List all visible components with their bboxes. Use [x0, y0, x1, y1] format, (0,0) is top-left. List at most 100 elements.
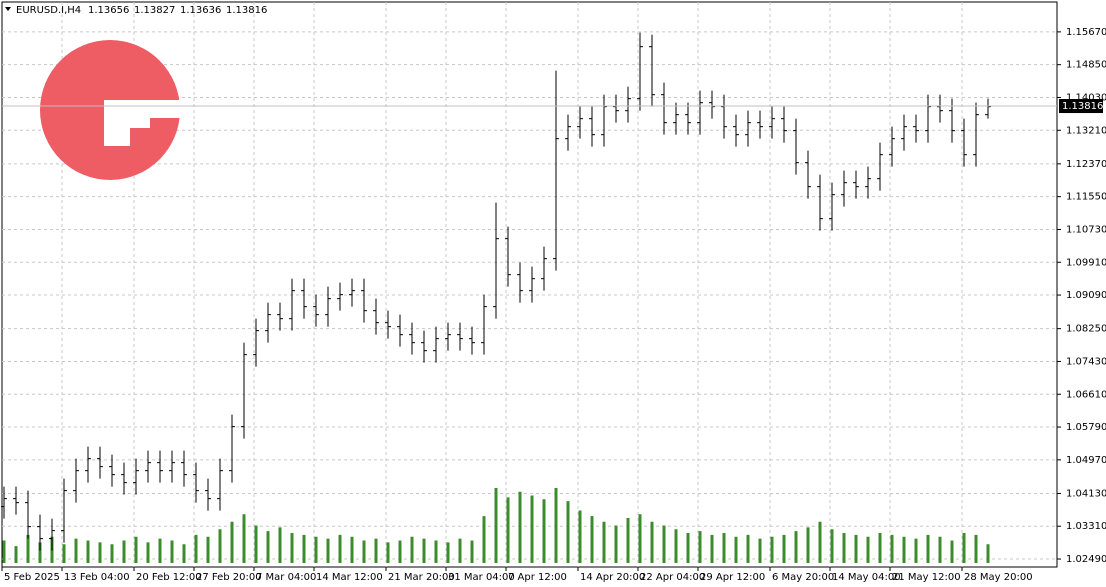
y-tick-label: 1.15670: [1066, 27, 1106, 38]
x-tick-label: 20 Feb 12:00: [136, 572, 202, 583]
volume-bar: [146, 542, 150, 563]
x-tick-label: 21 May 12:00: [892, 572, 961, 583]
volume-bar: [110, 544, 114, 563]
volume-bar: [98, 542, 102, 563]
x-tick-label: 13 Feb 04:00: [64, 572, 130, 583]
volume-bar: [554, 488, 558, 563]
volume-bar: [950, 540, 954, 563]
x-tick-label: 7 Apr 12:00: [508, 572, 567, 583]
volume-bar: [590, 516, 594, 563]
volume-bar: [338, 534, 342, 563]
y-tick-label: 1.14850: [1066, 60, 1106, 71]
logo: [40, 40, 180, 180]
logo-bar: [104, 100, 180, 118]
y-tick-label: 1.10730: [1066, 224, 1106, 235]
volume-bar: [830, 529, 834, 563]
y-tick-label: 1.04970: [1066, 455, 1106, 466]
volume-bar: [254, 525, 258, 563]
volume-bar: [470, 540, 474, 563]
y-tick-label: 1.11550: [1066, 192, 1106, 203]
x-tick-label: 6 May 20:00: [772, 572, 834, 583]
y-tick-label: 1.06610: [1066, 389, 1106, 400]
volume-bar: [878, 533, 882, 563]
x-tick-label: 31 Mar 04:00: [448, 572, 515, 583]
header-value: 1.13656: [88, 5, 129, 16]
volume-bar: [770, 536, 774, 563]
volume-bar: [926, 534, 930, 563]
header-value: 1.13816: [226, 5, 267, 16]
volume-bar: [914, 538, 918, 563]
volume-bar: [86, 540, 90, 563]
header-symbol: EURUSD.I,H4: [16, 5, 81, 16]
volume-bar: [38, 542, 42, 563]
marks: [1, 32, 991, 563]
x-tick-label: 29 Apr 12:00: [700, 572, 765, 583]
volume-bar: [578, 510, 582, 563]
volume-bar: [14, 546, 18, 563]
volume-bar: [722, 533, 726, 563]
header-value: 1.13636: [180, 5, 221, 16]
volume-bar: [746, 534, 750, 563]
volume-bar: [842, 533, 846, 563]
volume-bar: [614, 525, 618, 563]
x-tick-label: 14 Apr 20:00: [580, 572, 645, 583]
volume-bar: [806, 527, 810, 563]
y-tick-label: 1.03310: [1066, 521, 1106, 532]
y-tick-label: 1.12370: [1066, 159, 1106, 170]
volume-bar: [122, 540, 126, 563]
volume-bar: [374, 538, 378, 563]
header: EURUSD.I,H4: [5, 5, 81, 16]
volume-bar: [698, 531, 702, 563]
volume-bar: [398, 540, 402, 563]
volume-bar: [854, 534, 858, 563]
volume-bar: [518, 491, 522, 563]
y-tick-label: 1.13210: [1066, 125, 1106, 136]
volume-bar: [62, 544, 66, 563]
volume-bar: [386, 542, 390, 563]
volume-bar: [218, 529, 222, 563]
volume-bar: [986, 544, 990, 563]
volume-bar: [362, 540, 366, 563]
volume-bar: [542, 499, 546, 563]
x-tick-label: 14 Mar 12:00: [316, 572, 383, 583]
volume-bar: [230, 521, 234, 563]
header-arrow: [5, 7, 11, 11]
volume-bar: [446, 542, 450, 563]
y-tick-label: 1.04130: [1066, 488, 1106, 499]
volume-bar: [962, 533, 966, 563]
volume-bar: [890, 534, 894, 563]
volume-bar: [302, 534, 306, 563]
volume-bar: [206, 536, 210, 563]
volume-bar: [290, 533, 294, 563]
volume-bar: [758, 538, 762, 563]
x-tick-label: 21 Mar 20:00: [388, 572, 455, 583]
volume-bar: [158, 538, 162, 563]
volume-bar: [134, 536, 138, 563]
x-tick-label: 7 Mar 04:00: [256, 572, 316, 583]
volume-bar: [902, 536, 906, 563]
volume-bar: [818, 521, 822, 563]
volume-bar: [650, 521, 654, 563]
volume-bar: [782, 534, 786, 563]
volume-bar: [422, 538, 426, 563]
volume-bar: [974, 534, 978, 563]
volume-bar: [434, 540, 438, 563]
volume-bar: [482, 516, 486, 563]
y-tick-label: 1.05790: [1066, 422, 1106, 433]
last-price-label: 1.13816: [1062, 101, 1103, 112]
y-tick-label: 1.09090: [1066, 290, 1106, 301]
x-tick-label: 22 Apr 04:00: [640, 572, 705, 583]
volume-bar: [410, 536, 414, 563]
volume-bar: [314, 536, 318, 563]
volume-bar: [458, 538, 462, 563]
volume-bar: [938, 536, 942, 563]
volume-bar: [494, 488, 498, 563]
volume-bar: [194, 534, 198, 563]
volume-bar: [242, 514, 246, 563]
header-value: 1.13827: [134, 5, 175, 16]
volume-bar: [662, 525, 666, 563]
volume-bar: [626, 518, 630, 563]
volume-bar: [26, 534, 30, 563]
volume-bar: [566, 501, 570, 563]
volume-bar: [266, 531, 270, 563]
